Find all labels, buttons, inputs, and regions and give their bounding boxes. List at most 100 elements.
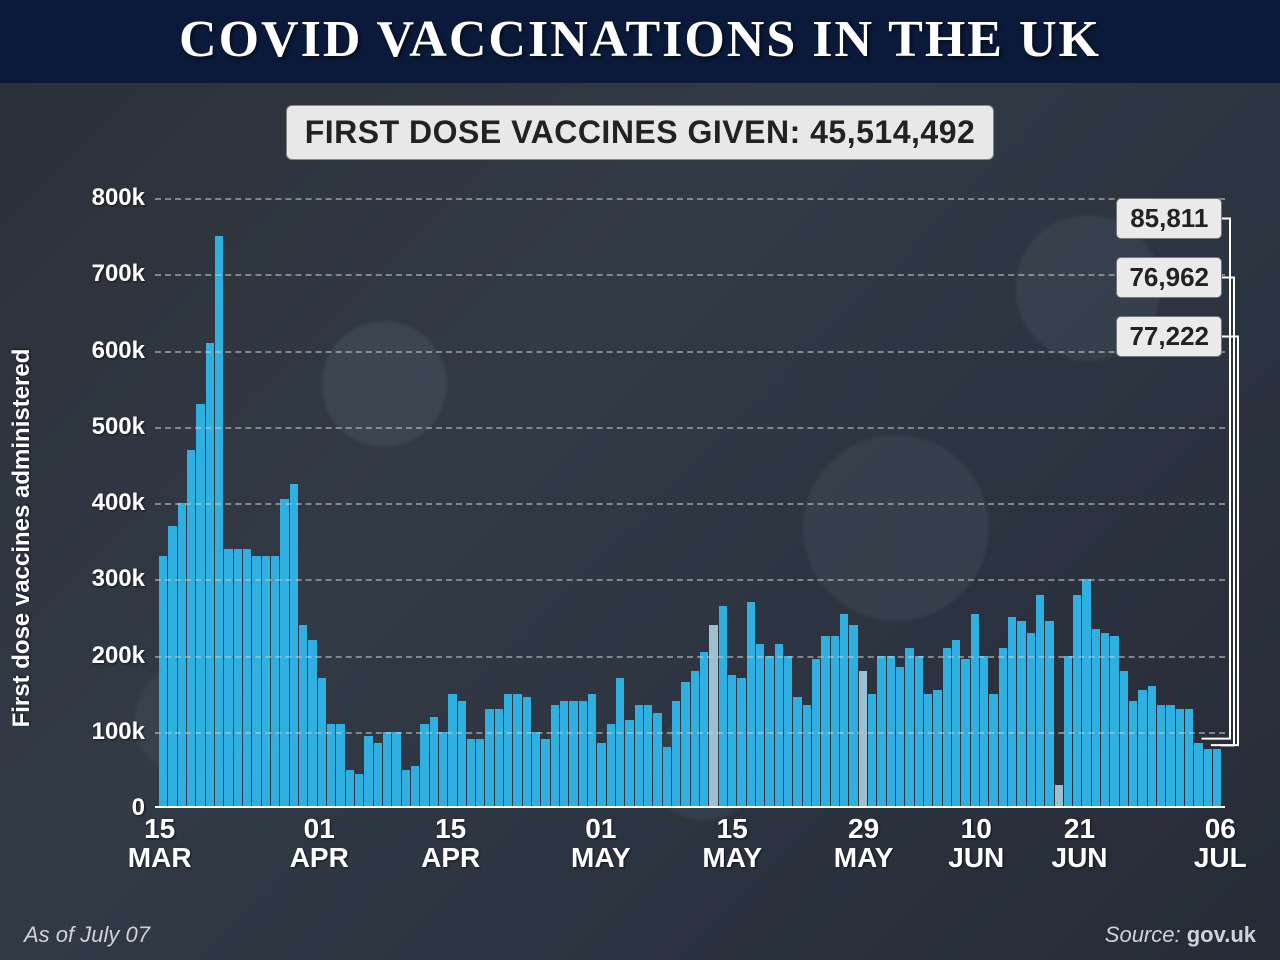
bar <box>290 484 298 808</box>
bar <box>206 343 214 808</box>
bar <box>532 732 540 808</box>
bar <box>234 549 242 808</box>
bar <box>952 640 960 808</box>
bar <box>653 713 661 808</box>
bar <box>280 499 288 808</box>
bar <box>989 694 997 808</box>
y-tick-label: 200k <box>92 642 145 670</box>
bar <box>663 747 671 808</box>
bar <box>803 705 811 808</box>
subtitle-pill: FIRST DOSE VACCINES GIVEN: 45,514,492 <box>286 105 995 160</box>
bar <box>1148 686 1156 808</box>
bar <box>719 606 727 808</box>
bar <box>262 556 270 808</box>
bar <box>1045 621 1053 808</box>
bar <box>243 549 251 808</box>
bar <box>467 739 475 808</box>
chart-area: First dose vaccines administered 0100k20… <box>40 188 1240 888</box>
grid-line <box>155 656 1225 658</box>
bar <box>1176 709 1184 808</box>
bar <box>458 701 466 808</box>
bar <box>299 625 307 808</box>
bar <box>551 705 559 808</box>
footer-source: Source: gov.uk <box>1105 922 1256 948</box>
bar <box>271 556 279 808</box>
x-axis-line <box>155 806 1225 808</box>
x-tick-label: 21JUN <box>1052 814 1108 873</box>
x-tick-label: 15MAY <box>702 814 762 873</box>
bar <box>402 770 410 808</box>
bar <box>775 644 783 808</box>
bar <box>943 648 951 808</box>
grid-line <box>155 427 1225 429</box>
bar <box>672 701 680 808</box>
y-tick-label: 300k <box>92 565 145 593</box>
bar <box>924 694 932 808</box>
bar <box>597 743 605 808</box>
y-tick-label: 500k <box>92 413 145 441</box>
footer-asof: As of July 07 <box>24 922 150 948</box>
bar <box>1017 621 1025 808</box>
bar <box>1120 671 1128 808</box>
bar <box>821 636 829 808</box>
bar <box>215 236 223 808</box>
bar <box>1101 633 1109 808</box>
bar <box>1157 705 1165 808</box>
bar <box>495 709 503 808</box>
grid-line <box>155 732 1225 734</box>
bar <box>1082 579 1090 808</box>
y-tick-label: 700k <box>92 260 145 288</box>
bar <box>1110 636 1118 808</box>
bar <box>616 678 624 808</box>
bar <box>485 709 493 808</box>
x-axis-ticks: 15MAR01APR15APR01MAY15MAY29MAY10JUN21JUN… <box>155 810 1225 888</box>
bar <box>430 717 438 809</box>
bar <box>896 667 904 808</box>
bar <box>196 404 204 808</box>
footer: As of July 07 Source: gov.uk <box>0 922 1280 948</box>
grid-line <box>155 198 1225 200</box>
bar <box>308 640 316 808</box>
bar <box>831 636 839 808</box>
bar <box>448 694 456 808</box>
x-tick-label: 29MAY <box>834 814 894 873</box>
bar <box>392 732 400 808</box>
bar <box>355 774 363 808</box>
y-tick-label: 800k <box>92 184 145 212</box>
bar <box>383 732 391 808</box>
bar <box>681 682 689 808</box>
bar <box>971 614 979 808</box>
bar <box>476 739 484 808</box>
bar <box>1036 595 1044 809</box>
bar <box>728 675 736 808</box>
bar <box>644 705 652 808</box>
bar <box>607 724 615 808</box>
title-bar: COVID VACCINATIONS IN THE UK <box>0 0 1280 83</box>
x-tick-label: 10JUN <box>948 814 1004 873</box>
bar <box>569 701 577 808</box>
x-tick-label: 15MAR <box>128 814 192 873</box>
bar <box>1138 690 1146 808</box>
grid-line <box>155 503 1225 505</box>
bar <box>709 625 717 808</box>
bar <box>868 694 876 808</box>
main-title: COVID VACCINATIONS IN THE UK <box>0 10 1280 69</box>
bar <box>933 690 941 808</box>
bar <box>318 678 326 808</box>
bar <box>1194 743 1202 808</box>
bar <box>364 736 372 808</box>
bar <box>1027 633 1035 808</box>
y-axis-label: First dose vaccines administered <box>8 349 36 728</box>
bar <box>252 556 260 808</box>
bar <box>691 671 699 808</box>
bar <box>737 678 745 808</box>
bar <box>168 526 176 808</box>
bar <box>635 705 643 808</box>
x-tick-label: 01APR <box>290 814 349 873</box>
bar <box>541 739 549 808</box>
bar <box>1129 701 1137 808</box>
bar <box>513 694 521 808</box>
bar <box>905 648 913 808</box>
bar <box>793 697 801 808</box>
bar <box>411 766 419 808</box>
